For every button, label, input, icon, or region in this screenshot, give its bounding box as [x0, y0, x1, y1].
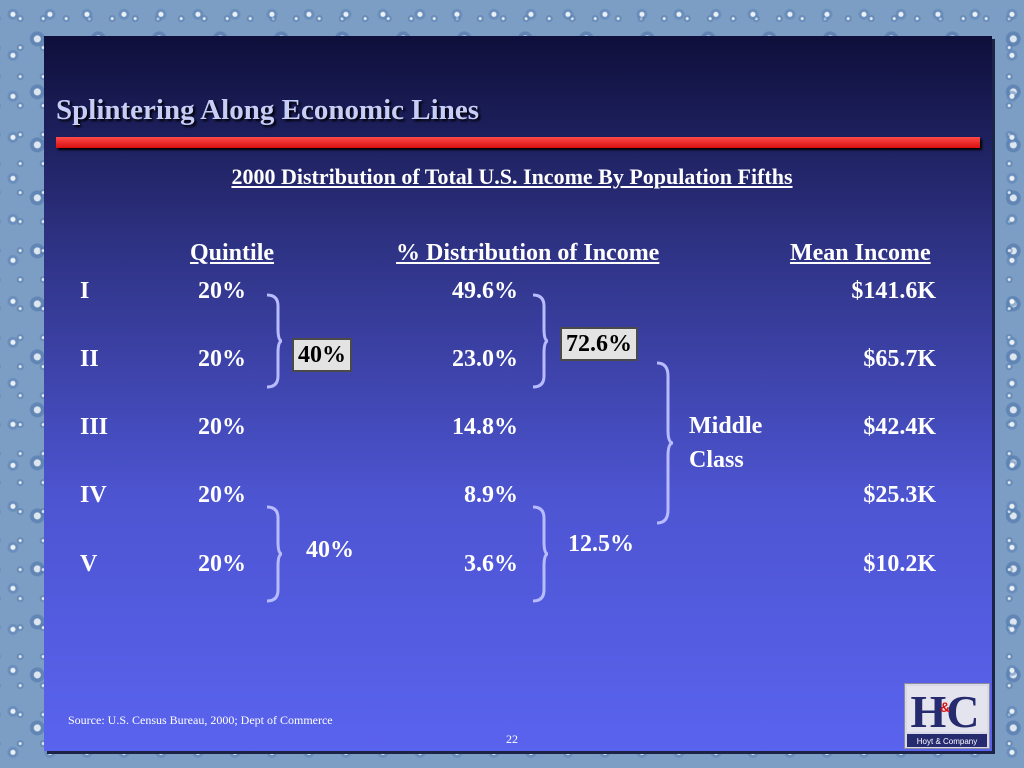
row-quintile: 20% [198, 414, 246, 440]
row-rank: V [80, 551, 98, 577]
brace-bottom-income [532, 505, 549, 603]
page-number: 22 [506, 732, 518, 746]
title-accent-rule [56, 137, 980, 148]
top-population-share-badge: 40% [292, 338, 352, 372]
header-distribution: % Distribution of Income [396, 240, 660, 266]
brace-middle-class [656, 361, 674, 525]
row-mean-income: $10.2K [863, 551, 936, 577]
row-quintile: 20% [198, 278, 246, 304]
svg-text:Hoyt & Company: Hoyt & Company [917, 737, 977, 746]
header-quintile: Quintile [190, 240, 275, 266]
hc-logo-icon: HC & Hoyt & Company [907, 686, 987, 747]
top-income-share-badge: 72.6% [560, 327, 638, 361]
brace-top-quintiles [266, 293, 283, 389]
row-mean-income: $141.6K [851, 278, 936, 304]
row-mean-income: $42.4K [863, 414, 936, 440]
row-quintile: 20% [198, 482, 246, 508]
brace-bottom-quintiles [266, 505, 283, 603]
source-citation: Source: U.S. Census Bureau, 2000; Dept o… [68, 713, 333, 727]
row-rank: II [80, 346, 99, 372]
slide: Splintering Along Economic Lines 2000 Di… [44, 36, 992, 751]
bottom-income-share: 12.5% [568, 531, 634, 557]
row-distribution: 8.9% [464, 482, 518, 508]
row-rank: I [80, 278, 90, 304]
svg-text:&: & [940, 699, 950, 715]
slide-subtitle: 2000 Distribution of Total U.S. Income B… [231, 164, 793, 189]
svg-text:HC: HC [911, 686, 980, 737]
row-rank: III [80, 414, 109, 440]
row-distribution: 49.6% [452, 278, 518, 304]
row-rank: IV [80, 482, 107, 508]
company-logo: HC & Hoyt & Company [904, 683, 990, 749]
header-mean-income: Mean Income [790, 240, 931, 266]
middle-class-label-line1: Middle [689, 413, 763, 439]
bottom-population-share: 40% [306, 537, 354, 563]
slide-title: Splintering Along Economic Lines [56, 94, 479, 126]
middle-class-label-line2: Class [689, 447, 744, 473]
brace-top-income [532, 293, 549, 389]
row-distribution: 23.0% [452, 346, 518, 372]
row-distribution: 3.6% [464, 551, 518, 577]
row-distribution: 14.8% [452, 414, 518, 440]
row-quintile: 20% [198, 551, 246, 577]
row-quintile: 20% [198, 346, 246, 372]
row-mean-income: $25.3K [863, 482, 936, 508]
row-mean-income: $65.7K [863, 346, 936, 372]
